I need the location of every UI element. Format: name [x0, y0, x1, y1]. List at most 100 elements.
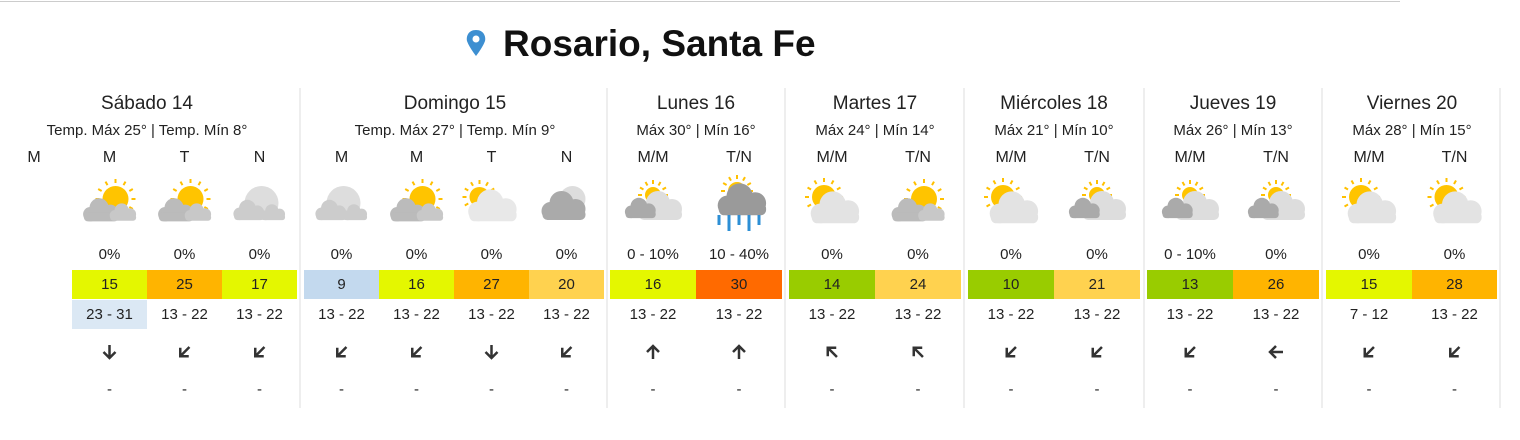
day-summary: Máx 28° | Mín 15° [1352, 122, 1471, 139]
sun-ray [931, 181, 935, 186]
temperature: 14 [824, 276, 841, 293]
cloud-part [390, 212, 426, 222]
temp-cell [1233, 270, 1319, 299]
sun-ray [464, 187, 469, 192]
period-label: N [254, 149, 266, 166]
sun-ray [992, 180, 997, 185]
sun-ray [97, 188, 103, 192]
cloud-part [261, 214, 286, 221]
day-summary: Temp. Máx 27° | Temp. Mín 9° [355, 122, 556, 139]
extra: - [1188, 381, 1193, 398]
sun-ray [1176, 186, 1181, 191]
cloud-part [469, 209, 517, 222]
sun-ray [807, 186, 812, 191]
sun-ray [104, 181, 109, 186]
sun-ray [913, 181, 917, 186]
weather-icon [462, 180, 517, 222]
extra: - [916, 381, 921, 398]
sun-ray [813, 180, 818, 185]
weather-icon [541, 186, 586, 220]
period-label: T/N [1442, 149, 1468, 166]
sun-ray [1344, 203, 1349, 208]
range: 13 - 22 [468, 306, 515, 323]
wind-arrow [1449, 346, 1461, 358]
cloud-part [83, 212, 119, 222]
sun-ray [728, 176, 732, 182]
extra: - [830, 381, 835, 398]
cloud-part [316, 212, 347, 221]
sun-ray [172, 188, 178, 192]
temp-cell [379, 270, 454, 299]
temperature: 17 [251, 276, 268, 293]
weather-icon [805, 178, 860, 224]
cloud-part [625, 210, 656, 219]
day-name: Domingo 15 [404, 93, 506, 114]
sun-ray [1285, 186, 1290, 191]
temp-cell [696, 270, 782, 299]
sun-ray [986, 203, 991, 208]
sun-ray [470, 181, 474, 187]
weather-icon [233, 186, 286, 221]
period-label: M/M [1353, 149, 1384, 166]
temperature: 24 [910, 276, 927, 293]
sun-ray [830, 180, 835, 185]
cloud-part [1434, 211, 1482, 224]
rain-chance: 0% [1000, 246, 1022, 263]
cloud-part [185, 214, 212, 221]
sun-ray [1267, 181, 1272, 186]
cloud-part [918, 214, 945, 221]
sun-ray [1194, 181, 1199, 186]
wind-arrow [826, 346, 838, 358]
sun-ray [1373, 186, 1378, 191]
sun-ray [657, 181, 662, 186]
day-summary: Máx 21° | Mín 10° [994, 122, 1113, 139]
period-label: N [561, 149, 573, 166]
temp-cell [789, 270, 875, 299]
range: 13 - 22 [1167, 306, 1214, 323]
weather-icon [1342, 178, 1397, 224]
sun-ray [1106, 186, 1111, 191]
weather-icon [717, 175, 767, 231]
cloud-part [990, 211, 1039, 224]
day-summary: Máx 24° | Mín 14° [815, 122, 934, 139]
temp-cell [1147, 270, 1233, 299]
sun-ray [986, 186, 991, 191]
wind-arrow [1091, 346, 1103, 358]
day-name: Viernes 20 [1367, 93, 1458, 114]
weather-icon [624, 180, 682, 220]
wind-arrow [1005, 346, 1017, 358]
cloud-part [234, 212, 265, 221]
sun-ray [411, 181, 416, 186]
extra: - [257, 381, 262, 398]
wind-arrow [484, 345, 499, 360]
range: 13 - 22 [988, 306, 1035, 323]
location-title: Rosario, Santa Fe [503, 23, 816, 64]
temperature: 15 [1361, 276, 1378, 293]
sun-ray [1199, 186, 1204, 191]
weather-icon [83, 179, 137, 222]
weather-icon [390, 179, 444, 222]
day-name: Lunes 16 [657, 93, 735, 114]
temp-cell [529, 270, 604, 299]
sun-ray [1436, 180, 1440, 185]
cloud-part [1348, 211, 1397, 224]
extra: - [651, 381, 656, 398]
cloud-part [892, 212, 927, 222]
sun-ray [485, 181, 489, 187]
temperature: 16 [408, 276, 425, 293]
rain-chance: 0 - 10% [1164, 246, 1216, 263]
sun-ray [937, 188, 942, 192]
cloud-part [110, 214, 137, 221]
temperature: 30 [731, 276, 748, 293]
day-name: Sábado 14 [101, 93, 193, 114]
temperature: 26 [1268, 276, 1285, 293]
extra: - [1452, 381, 1457, 398]
range: 13 - 22 [895, 306, 942, 323]
wind-arrow [1268, 345, 1283, 359]
location-pin [466, 30, 486, 56]
sun-ray [807, 203, 812, 208]
temp-cell [968, 270, 1054, 299]
cloud-part [1069, 210, 1100, 219]
extra: - [737, 381, 742, 398]
sun-ray [122, 181, 127, 186]
